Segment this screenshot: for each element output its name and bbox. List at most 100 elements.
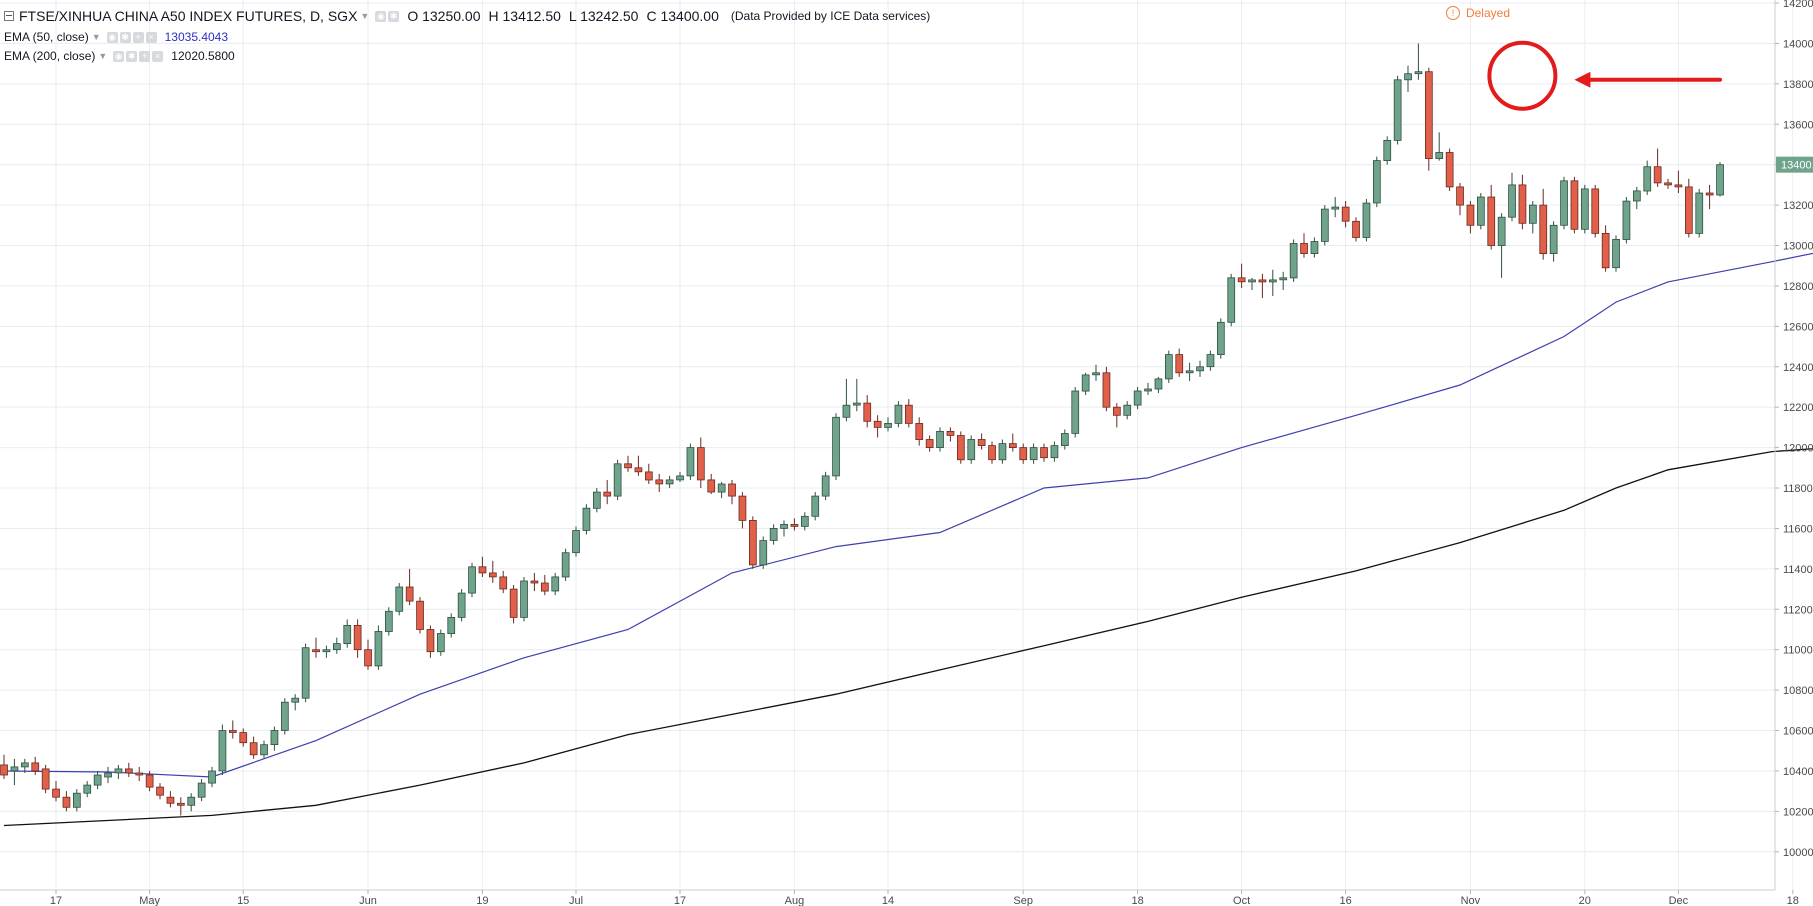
candle-up bbox=[187, 793, 196, 812]
candle-down bbox=[364, 639, 372, 670]
candle-body bbox=[1570, 180, 1579, 230]
candle-up bbox=[613, 459, 622, 501]
candle-body bbox=[1664, 182, 1672, 186]
candle-body bbox=[572, 530, 580, 554]
candle-up bbox=[218, 724, 227, 775]
candle-down bbox=[925, 435, 934, 452]
candle-body bbox=[10, 766, 19, 772]
candle-up bbox=[842, 378, 851, 422]
candle-down bbox=[905, 399, 913, 428]
candle-body bbox=[749, 520, 757, 566]
eye-icon[interactable]: ◉ bbox=[106, 31, 118, 43]
candle-down bbox=[312, 637, 320, 658]
candle-body bbox=[135, 772, 144, 776]
ema50-buttons: ◉ ✱ + × bbox=[106, 31, 157, 43]
candle-up bbox=[343, 619, 352, 648]
candle-up bbox=[759, 536, 768, 569]
candle-up bbox=[1477, 192, 1485, 230]
candle-body bbox=[405, 586, 414, 602]
candle-body bbox=[957, 435, 965, 461]
candle-down bbox=[1040, 443, 1048, 462]
chevron-down-icon[interactable]: ▼ bbox=[360, 11, 370, 21]
candle-up bbox=[1643, 160, 1652, 195]
candle-down bbox=[488, 560, 497, 584]
data-provider-note: (Data Provided by ICE Data services) bbox=[730, 9, 931, 23]
candle-body bbox=[1352, 220, 1360, 238]
eye-icon[interactable]: ◉ bbox=[113, 50, 125, 62]
candle-down bbox=[790, 518, 799, 531]
candle-body bbox=[478, 566, 487, 574]
close-value: C 13400.00 bbox=[646, 8, 719, 24]
close-icon[interactable]: × bbox=[152, 50, 164, 62]
candle-down bbox=[1601, 225, 1610, 272]
candle-up bbox=[322, 645, 331, 658]
low-value: L 13242.50 bbox=[568, 8, 639, 24]
candle-body bbox=[1269, 279, 1277, 283]
candle-body bbox=[759, 540, 768, 566]
ema50-label[interactable]: EMA (50, close) bbox=[4, 30, 89, 44]
gear-icon[interactable]: ✱ bbox=[388, 10, 400, 22]
chevron-down-icon[interactable]: ▼ bbox=[98, 51, 108, 61]
price-tick-label: 11000.00 bbox=[1783, 645, 1813, 657]
eye-icon[interactable]: ◉ bbox=[375, 10, 387, 22]
time-tick-label: 14 bbox=[882, 895, 894, 906]
candle-body bbox=[1175, 354, 1184, 374]
candle-up bbox=[1185, 362, 1194, 381]
candle-body bbox=[488, 572, 497, 578]
candle-up bbox=[582, 504, 591, 535]
candle-body bbox=[156, 786, 164, 796]
candle-down bbox=[1487, 184, 1496, 250]
candle-up bbox=[1206, 350, 1215, 371]
close-icon[interactable]: × bbox=[145, 31, 157, 43]
candle-body bbox=[1154, 378, 1163, 390]
collapse-legend-button[interactable] bbox=[4, 11, 14, 21]
gear-icon[interactable]: ✱ bbox=[119, 31, 131, 43]
candle-down bbox=[0, 754, 8, 780]
candle-up bbox=[301, 643, 310, 703]
candle-up bbox=[717, 481, 726, 499]
price-axis[interactable]: 10000.00 10200.00 10400.00 10600.00 10800.00… bbox=[1775, 0, 1813, 859]
candle-body bbox=[707, 479, 716, 493]
candle-body bbox=[1404, 73, 1412, 81]
price-tick-label: 13000.00 bbox=[1783, 241, 1813, 253]
candle-body bbox=[1373, 160, 1381, 204]
candle-up bbox=[1279, 271, 1288, 290]
ema200-label[interactable]: EMA (200, close) bbox=[4, 49, 96, 63]
candle-down bbox=[166, 791, 175, 808]
candle-up bbox=[780, 520, 788, 537]
candle-body bbox=[717, 483, 726, 493]
candle-body bbox=[790, 524, 799, 527]
chevron-down-icon[interactable]: ▼ bbox=[91, 32, 101, 42]
plus-icon[interactable]: + bbox=[139, 50, 151, 62]
candle-body bbox=[1497, 216, 1506, 246]
candle-body bbox=[1133, 390, 1142, 406]
plus-icon[interactable]: + bbox=[132, 31, 144, 43]
candle-up bbox=[457, 589, 466, 622]
symbol-title[interactable]: FTSE/XINHUA CHINA A50 INDEX FUTURES, D, … bbox=[19, 8, 358, 24]
candle-down bbox=[707, 473, 716, 495]
candle-body bbox=[145, 774, 154, 788]
gear-icon[interactable]: ✱ bbox=[126, 50, 138, 62]
candle-up bbox=[1633, 186, 1641, 210]
annotations[interactable] bbox=[1487, 40, 1722, 111]
candle-up bbox=[114, 764, 123, 780]
candle-body bbox=[1362, 202, 1371, 238]
candle-body bbox=[915, 422, 924, 440]
candle-body bbox=[1383, 139, 1392, 161]
candle-body bbox=[884, 422, 892, 428]
candle-body bbox=[1113, 406, 1121, 416]
delayed-indicator[interactable]: ! Delayed bbox=[1445, 6, 1510, 20]
candle-body bbox=[1560, 180, 1568, 226]
candle-down bbox=[478, 556, 487, 577]
candle-down bbox=[530, 572, 539, 592]
candle-up bbox=[572, 526, 580, 557]
candle-body bbox=[270, 730, 279, 746]
candle-body bbox=[1300, 243, 1308, 255]
candle-down bbox=[41, 764, 50, 794]
candle-body bbox=[645, 471, 653, 481]
time-axis[interactable]: 17 May 15 Jun 19 Jul 17 Aug 14 Sep 18 Oct 16 Nov 20 Dec… bbox=[50, 890, 1813, 906]
ema200-legend: EMA (200, close) ▼ ◉ ✱ + × 12020.5800 bbox=[4, 49, 235, 63]
candle-body bbox=[52, 788, 60, 798]
